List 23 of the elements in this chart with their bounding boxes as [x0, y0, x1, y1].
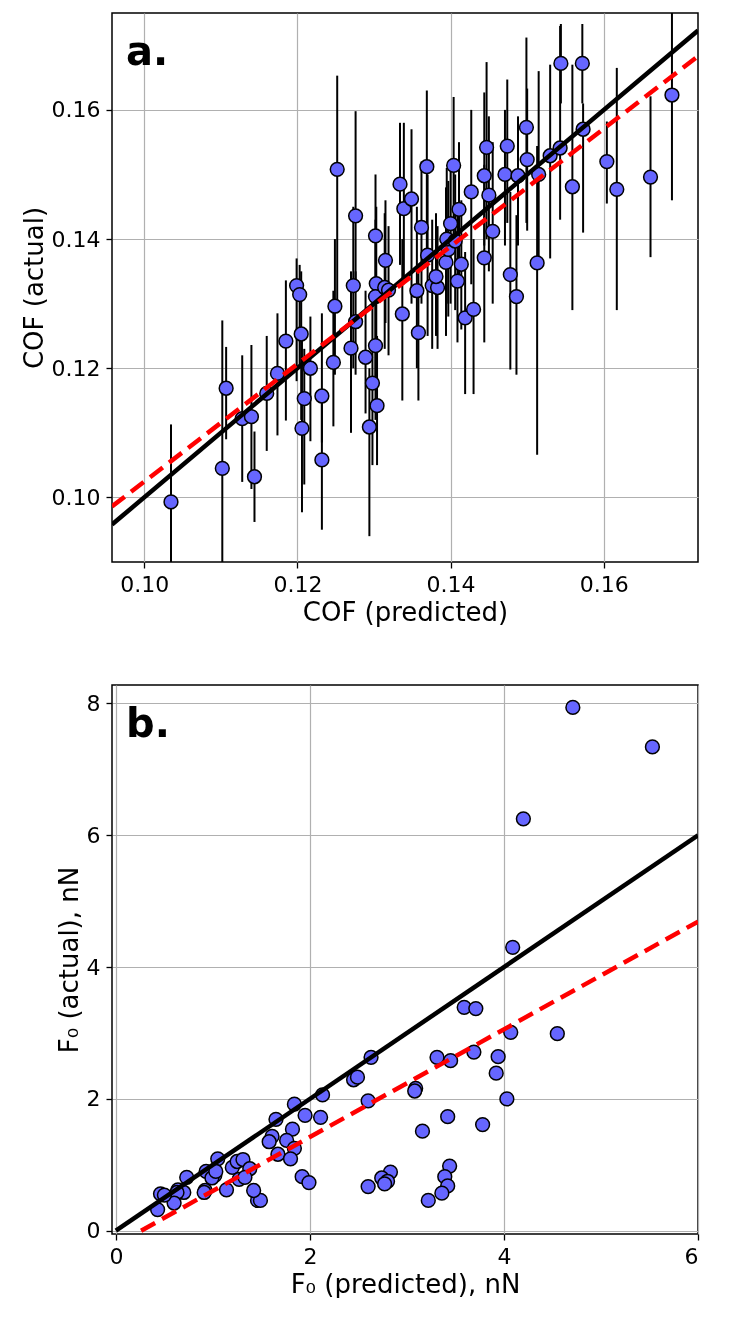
y-tick-label: 8	[86, 690, 101, 716]
x-tick-label: 0.10	[120, 571, 170, 597]
y-tick-label: 0.10	[51, 484, 101, 510]
x-tick-label: 2	[303, 1243, 318, 1269]
y-tick-label: 0	[86, 1218, 101, 1244]
x-axis-title: F₀ (predicted), nN	[290, 1268, 521, 1299]
y-tick-label: 4	[86, 954, 101, 980]
annotation: b.	[126, 700, 170, 746]
x-tick-label: 0.14	[426, 571, 476, 597]
y-tick-label: 0.14	[51, 226, 101, 252]
x-tick-label: 0.16	[579, 571, 629, 597]
x-tick-label: 4	[497, 1243, 512, 1269]
y-axis-title: F₀ (actual), nN	[53, 866, 84, 1054]
y-tick-label: 0.16	[51, 97, 101, 123]
y-tick-label: 6	[86, 822, 101, 848]
x-axis-title: COF (predicted)	[302, 596, 509, 627]
annotation: a.	[126, 28, 169, 74]
x-tick-label: 0	[109, 1243, 124, 1269]
y-axis-title: COF (actual)	[18, 206, 49, 370]
y-tick-label: 2	[86, 1086, 101, 1112]
x-tick-label: 0.12	[273, 571, 323, 597]
y-tick-label: 0.12	[51, 355, 101, 381]
x-tick-label: 6	[684, 1243, 699, 1269]
